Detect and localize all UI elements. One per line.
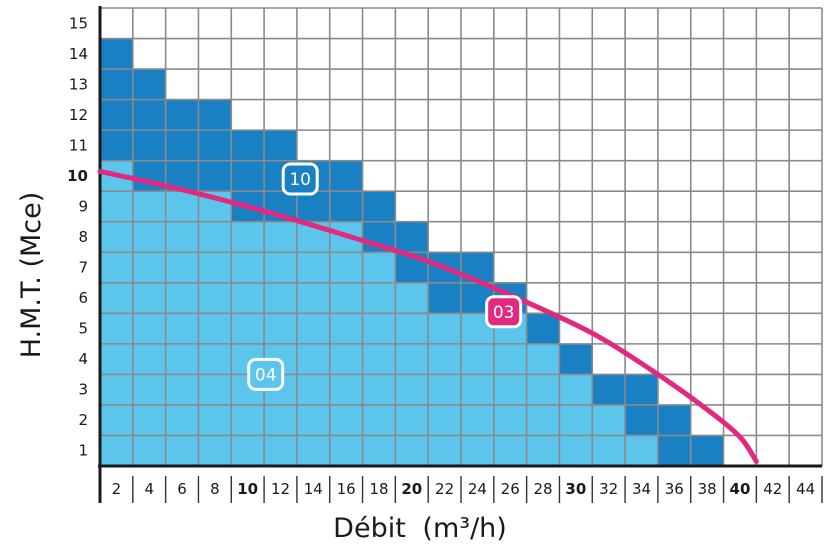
x-tick-label: 34 <box>632 480 651 498</box>
area-04-step <box>362 252 396 466</box>
y-tick-label: 3 <box>78 381 88 399</box>
badge-04-label: 04 <box>255 365 277 385</box>
y-tick-label: 10 <box>67 167 88 185</box>
x-tick-label: 40 <box>730 480 751 498</box>
badge-10-box <box>281 162 319 196</box>
area-04-step <box>132 191 232 466</box>
x-tick-label: 28 <box>533 480 552 498</box>
badge-03-label: 03 <box>493 303 515 323</box>
y-axis-title: H.M.T. (Mce) <box>16 192 47 359</box>
x-tick-label: 12 <box>271 480 290 498</box>
y-tick-label: 1 <box>78 442 88 460</box>
y-tick-label: 8 <box>78 228 88 246</box>
y-tick-label: 5 <box>78 320 88 338</box>
y-tick-label: 14 <box>69 45 88 63</box>
x-tick-label: 30 <box>565 480 586 498</box>
y-tick-label: 2 <box>78 411 88 429</box>
x-tick-label: 26 <box>501 480 520 498</box>
x-tick-label: 38 <box>698 480 717 498</box>
area-04-step <box>493 313 527 466</box>
x-tick-labels: 2 4 6 8 10 12 14 16 18 20 22 24 26 28 30 32 34 36 38 40 42 44 <box>112 476 823 503</box>
x-tick-label: 42 <box>763 480 782 498</box>
area-10-step <box>690 435 724 466</box>
axes <box>98 6 822 503</box>
y-tick-label: 6 <box>78 289 88 307</box>
x-tick-label: 16 <box>337 480 356 498</box>
y-tick-label: 9 <box>78 197 88 215</box>
curve-03-line <box>97 168 759 464</box>
x-tick-label: 18 <box>369 480 388 498</box>
badge-10-label: 10 <box>289 170 311 190</box>
area-04-step <box>625 435 658 466</box>
curve-03-group <box>97 168 759 464</box>
x-tick-label: 10 <box>237 480 258 498</box>
area-04-step <box>559 374 593 466</box>
y-tick-label: 12 <box>69 106 88 124</box>
badge-10: 10 <box>281 162 319 196</box>
badge-03-box <box>485 295 523 329</box>
x-tick-label: 36 <box>665 480 684 498</box>
x-axis-title-unit: (m³/h) <box>422 513 506 544</box>
y-tick-label: 15 <box>69 14 88 32</box>
x-tick-label: 4 <box>144 480 154 498</box>
x-tick-label: 32 <box>599 480 618 498</box>
x-tick-label: 44 <box>796 480 815 498</box>
x-tick-label: 8 <box>210 480 220 498</box>
x-axis-title-label: Débit <box>333 513 406 544</box>
y-tick-label: 11 <box>69 136 88 154</box>
series-badges: 04 10 03 <box>247 162 523 391</box>
badge-04-box <box>247 357 285 391</box>
y-tick-label: 13 <box>69 75 88 93</box>
grid-lines <box>100 7 823 466</box>
y-tick-label: 4 <box>78 350 88 368</box>
x-tick-label: 24 <box>468 480 487 498</box>
y-tick-label: 7 <box>78 259 88 277</box>
badge-04: 04 <box>247 357 285 391</box>
badge-03: 03 <box>485 295 523 329</box>
x-tick-label: 6 <box>177 480 187 498</box>
x-axis-title: Débit (m³/h) <box>333 513 507 544</box>
x-tick-label: 2 <box>112 480 122 498</box>
x-tick-label: 22 <box>435 480 454 498</box>
x-tick-label: 20 <box>401 480 422 498</box>
x-tick-label: 14 <box>304 480 323 498</box>
